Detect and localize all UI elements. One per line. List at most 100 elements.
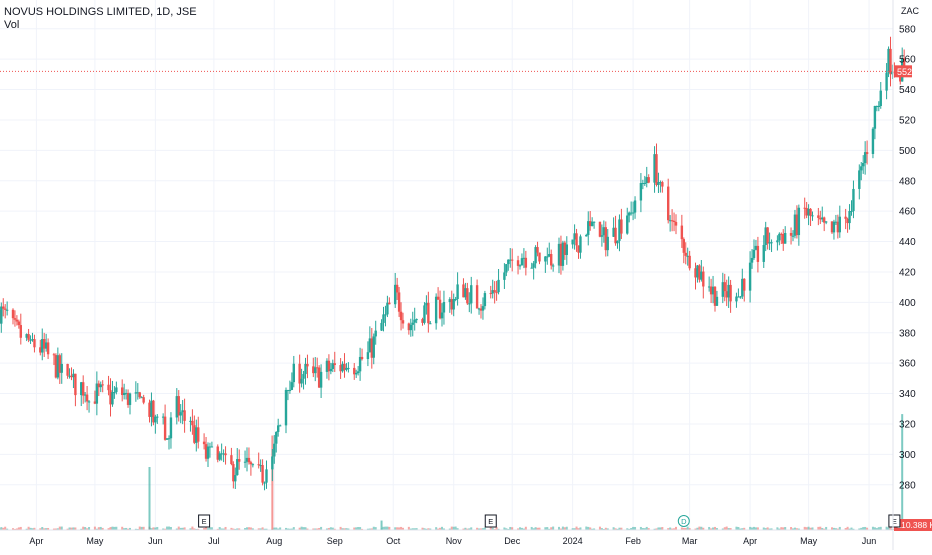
candle-body (644, 183, 646, 184)
time-tick-label: 2024 (563, 536, 583, 546)
candle-body (415, 319, 417, 320)
candle-body (552, 266, 554, 267)
price-tick-label: 300 (899, 450, 916, 461)
price-axis[interactable]: 2803003203403603804004204404604805005205… (893, 0, 920, 550)
candle-body (224, 453, 226, 455)
candle-body (675, 222, 677, 226)
volume-bar (94, 527, 96, 530)
candle-body (429, 323, 431, 324)
candle-body (20, 325, 22, 338)
price-tick-label: 500 (899, 146, 916, 157)
candle-body (724, 282, 726, 291)
candle-body (238, 459, 240, 462)
candle-body (142, 397, 144, 402)
candle-body (357, 371, 359, 373)
price-tick-label: 440 (899, 237, 916, 248)
volume-bar (384, 527, 386, 530)
candle-body (300, 379, 302, 384)
candle-body (770, 242, 772, 243)
candle-body (168, 438, 170, 439)
candle-body (207, 446, 209, 458)
candle-body (170, 417, 172, 438)
candle-body (505, 264, 507, 272)
candlesticks (0, 37, 905, 491)
candle-body (531, 268, 533, 269)
candle-body (626, 216, 628, 234)
candle-body (139, 392, 141, 397)
candle-body (6, 310, 8, 311)
candle-body (599, 222, 601, 237)
volume-spike-bar (149, 467, 151, 530)
candle-body (61, 364, 63, 373)
candle-body (250, 462, 252, 464)
candle-body (400, 312, 402, 320)
candle-body (751, 258, 753, 263)
candle-body (484, 293, 486, 306)
candle-body (16, 320, 18, 322)
time-tick-label: Nov (446, 536, 463, 546)
candle-body (616, 241, 618, 243)
candle-body (593, 222, 595, 223)
volume-bar (576, 527, 578, 530)
candle-body (423, 305, 425, 322)
candle-body (111, 392, 113, 404)
candle-body (862, 163, 864, 166)
candle-body (306, 364, 308, 366)
candle-body (809, 209, 811, 216)
candle-body (427, 303, 429, 323)
price-tick-label: 520 (899, 115, 916, 126)
volume-bar (687, 527, 689, 530)
volume-bar (168, 527, 170, 530)
candle-body (729, 285, 731, 301)
candle-body (667, 187, 669, 221)
price-tick-label: 280 (899, 480, 916, 491)
candle-body (811, 215, 813, 216)
candle-body (673, 221, 675, 222)
time-tick-label: May (86, 536, 104, 546)
volume-bar (455, 527, 457, 530)
candle-body (640, 183, 642, 200)
time-tick-label: Sep (327, 536, 343, 546)
volume-bar (191, 527, 193, 530)
candle-body (532, 263, 534, 267)
candle-body (566, 244, 568, 255)
price-tick-label: 560 (899, 55, 916, 66)
time-tick-label: Feb (625, 536, 641, 546)
candle-body (367, 352, 369, 359)
candle-body (739, 297, 741, 298)
time-tick-label: Jun (148, 536, 163, 546)
symbol-title[interactable]: NOVUS HOLDINGS LIMITED, 1D, JSE (4, 6, 197, 19)
candle-body (373, 336, 375, 357)
candle-body (443, 302, 445, 312)
candle-body (536, 247, 538, 252)
candle-body (129, 394, 131, 405)
volume-bar (61, 527, 63, 530)
candle-body (115, 387, 117, 392)
time-tick-label: Apr (29, 536, 43, 546)
candle-body (361, 357, 363, 359)
time-tick-label: Jun (862, 536, 877, 546)
time-tick-label: Aug (266, 536, 282, 546)
candle-body (550, 254, 552, 265)
candle-body (258, 464, 260, 465)
candle-body (293, 364, 295, 382)
candle-body (279, 425, 281, 426)
legend: NOVUS HOLDINGS LIMITED, 1D, JSE Vol (4, 6, 197, 32)
candle-body (482, 306, 484, 311)
candle-body (749, 263, 751, 291)
volume-legend-label[interactable]: Vol (4, 19, 197, 32)
candle-body (402, 320, 404, 323)
candle-body (763, 245, 765, 262)
candle-body (743, 279, 745, 291)
candle-body (107, 385, 109, 390)
candle-body (382, 314, 384, 323)
candle-body (244, 462, 246, 463)
candle-body (889, 49, 891, 74)
candle-body (495, 292, 497, 293)
candle-body (271, 456, 273, 469)
candle-body (655, 154, 657, 185)
